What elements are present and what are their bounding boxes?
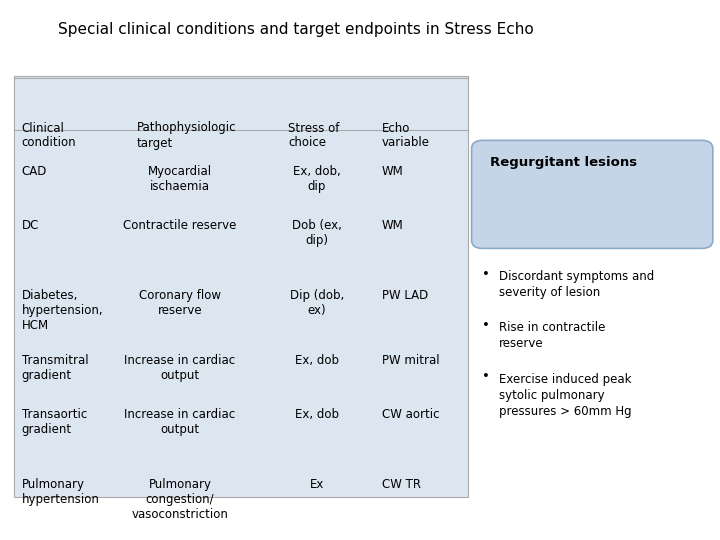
Text: PW mitral: PW mitral (382, 354, 439, 367)
Text: Ex, dob: Ex, dob (294, 354, 339, 367)
Text: Increase in cardiac
output: Increase in cardiac output (125, 354, 235, 382)
Text: WM: WM (382, 165, 403, 178)
Text: Regurgitant lesions: Regurgitant lesions (490, 156, 636, 168)
Text: Pathophysiologic
target: Pathophysiologic target (137, 122, 236, 150)
Text: Myocardial
ischaemia: Myocardial ischaemia (148, 165, 212, 193)
Text: Increase in cardiac
output: Increase in cardiac output (125, 408, 235, 436)
Text: Special clinical conditions and target endpoints in Stress Echo: Special clinical conditions and target e… (58, 22, 534, 37)
Text: Transaortic
gradient: Transaortic gradient (22, 408, 87, 436)
Text: Rise in contractile
reserve: Rise in contractile reserve (499, 321, 606, 350)
Text: •: • (482, 319, 490, 332)
Text: WM: WM (382, 219, 403, 232)
Text: •: • (482, 268, 490, 281)
Text: PW LAD: PW LAD (382, 289, 428, 302)
Text: Echo
variable: Echo variable (382, 122, 430, 150)
FancyBboxPatch shape (14, 76, 468, 497)
Text: DC: DC (22, 219, 39, 232)
Text: CAD: CAD (22, 165, 47, 178)
Text: Diabetes,
hypertension,
HCM: Diabetes, hypertension, HCM (22, 289, 103, 332)
Text: Dob (ex,
dip): Dob (ex, dip) (292, 219, 342, 247)
Text: Discordant symptoms and
severity of lesion: Discordant symptoms and severity of lesi… (499, 270, 654, 299)
Text: Ex, dob,
dip: Ex, dob, dip (293, 165, 341, 193)
Text: Exercise induced peak
sytolic pulmonary
pressures > 60mm Hg: Exercise induced peak sytolic pulmonary … (499, 373, 631, 417)
Text: Coronary flow
reserve: Coronary flow reserve (139, 289, 221, 317)
Text: Transmitral
gradient: Transmitral gradient (22, 354, 89, 382)
Text: •: • (482, 370, 490, 383)
Text: Contractile reserve: Contractile reserve (123, 219, 237, 232)
Text: Pulmonary
hypertension: Pulmonary hypertension (22, 478, 99, 506)
Text: Pulmonary
congestion/
vasoconstriction: Pulmonary congestion/ vasoconstriction (132, 478, 228, 521)
Text: Ex: Ex (310, 478, 324, 491)
Text: Clinical
condition: Clinical condition (22, 122, 76, 150)
Text: Ex, dob: Ex, dob (294, 408, 339, 421)
Text: CW TR: CW TR (382, 478, 420, 491)
Text: CW aortic: CW aortic (382, 408, 439, 421)
Text: Dip (dob,
ex): Dip (dob, ex) (289, 289, 344, 317)
FancyBboxPatch shape (472, 140, 713, 248)
Text: Stress of
choice: Stress of choice (288, 122, 339, 150)
